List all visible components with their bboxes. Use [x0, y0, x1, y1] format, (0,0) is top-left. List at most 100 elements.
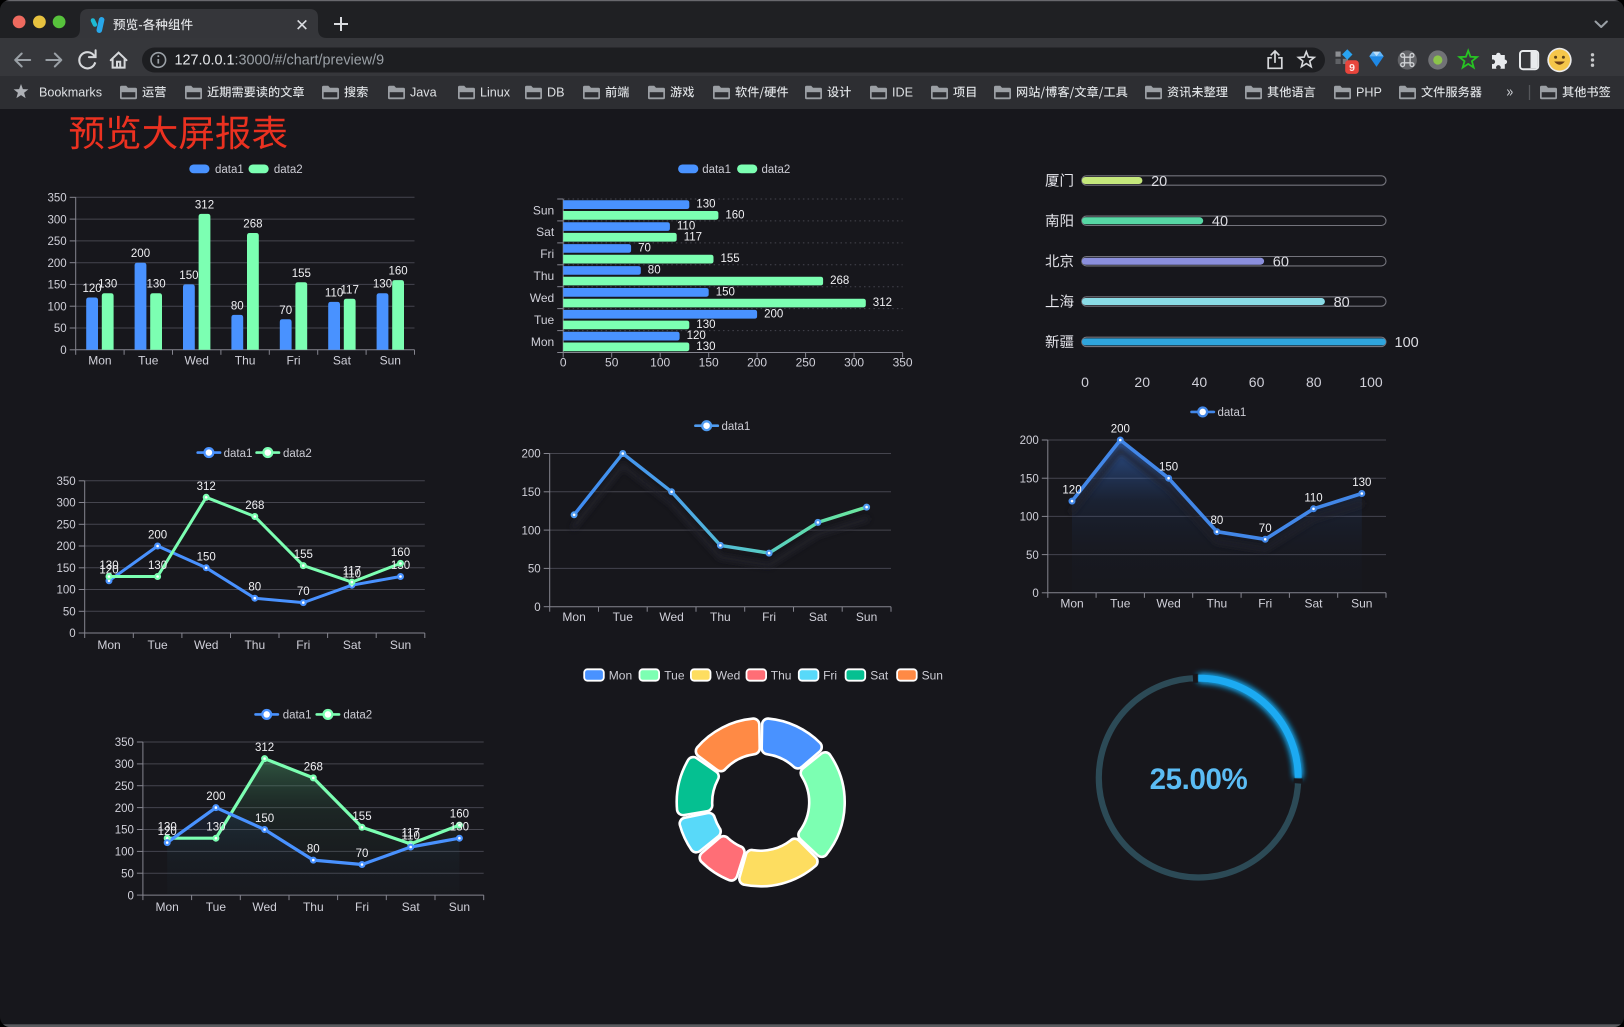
svg-text:350: 350 [57, 476, 76, 488]
svg-text:70: 70 [297, 586, 310, 598]
svg-text:data1: data1 [283, 710, 312, 722]
svg-text:160: 160 [725, 209, 744, 221]
svg-text:110: 110 [343, 569, 361, 581]
svg-text:0: 0 [1032, 588, 1038, 600]
svg-text:Wed: Wed [530, 291, 554, 305]
svg-text:80: 80 [1211, 515, 1224, 527]
svg-text:120: 120 [83, 283, 102, 295]
svg-text:130: 130 [1352, 477, 1371, 489]
svg-text:Mon: Mon [531, 335, 554, 349]
svg-text:300: 300 [115, 759, 134, 771]
svg-text:20: 20 [1134, 374, 1150, 390]
svg-text:Wed: Wed [194, 638, 218, 652]
svg-text:120: 120 [687, 330, 706, 342]
svg-text:200: 200 [764, 308, 783, 320]
svg-text:0: 0 [560, 356, 567, 370]
svg-text:127.0.0.1:3000/#/chart/preview: 127.0.0.1:3000/#/chart/preview/9 [175, 53, 385, 69]
svg-text:PHP: PHP [1356, 86, 1382, 100]
svg-text:70: 70 [1259, 523, 1272, 535]
svg-text:Bookmarks: Bookmarks [39, 86, 102, 100]
svg-text:Fri: Fri [762, 610, 776, 624]
svg-text:250: 250 [796, 356, 816, 370]
svg-text:110: 110 [325, 287, 343, 299]
svg-text:200: 200 [57, 541, 76, 553]
svg-text:350: 350 [48, 193, 67, 205]
svg-text:150: 150 [716, 286, 735, 298]
svg-text:150: 150 [48, 280, 67, 292]
svg-text:Thu: Thu [303, 900, 324, 914]
svg-text:200: 200 [206, 791, 225, 803]
svg-text:Sat: Sat [809, 610, 828, 624]
svg-text:130: 130 [148, 560, 167, 572]
svg-text:Sat: Sat [1304, 596, 1323, 610]
svg-text:70: 70 [638, 243, 651, 255]
svg-text:300: 300 [844, 356, 864, 370]
svg-text:155: 155 [721, 253, 740, 265]
svg-text:Thu: Thu [235, 353, 256, 367]
svg-text:300: 300 [57, 498, 76, 510]
svg-text:150: 150 [57, 563, 76, 575]
svg-text:117: 117 [402, 827, 420, 839]
svg-text:130: 130 [696, 341, 715, 353]
svg-text:50: 50 [54, 323, 67, 335]
svg-text:Linux: Linux [480, 86, 511, 100]
svg-text:Fri: Fri [287, 353, 301, 367]
svg-text:120: 120 [99, 564, 118, 576]
svg-text:25.00%: 25.00% [1150, 763, 1248, 796]
svg-text:130: 130 [206, 822, 225, 834]
svg-text:Sun: Sun [449, 900, 470, 914]
svg-text:20: 20 [1151, 174, 1167, 190]
svg-text:200: 200 [48, 258, 67, 270]
svg-text:130: 130 [99, 560, 118, 572]
svg-text:200: 200 [1111, 424, 1130, 436]
svg-text:Mon: Mon [97, 638, 120, 652]
svg-text:80: 80 [231, 300, 244, 312]
svg-text:0: 0 [127, 890, 133, 902]
svg-text:Sun: Sun [856, 610, 877, 624]
svg-text:110: 110 [1304, 492, 1322, 504]
svg-text:80: 80 [248, 582, 261, 594]
svg-text:150: 150 [197, 551, 216, 563]
svg-text:Sat: Sat [343, 638, 362, 652]
svg-text:150: 150 [1020, 473, 1039, 485]
svg-text:Thu: Thu [1207, 596, 1228, 610]
svg-text:130: 130 [450, 822, 469, 834]
svg-text:Mon: Mon [1060, 596, 1083, 610]
svg-text:250: 250 [48, 236, 67, 248]
svg-text:0: 0 [1081, 374, 1089, 390]
svg-text:Thu: Thu [710, 610, 731, 624]
svg-text:9: 9 [1349, 62, 1355, 74]
svg-text:Tue: Tue [613, 610, 634, 624]
svg-text:155: 155 [352, 811, 371, 823]
svg-text:100: 100 [1359, 374, 1383, 390]
svg-text:110: 110 [677, 221, 695, 233]
svg-text:Wed: Wed [252, 900, 276, 914]
svg-text:Sun: Sun [390, 638, 411, 652]
svg-text:40: 40 [1212, 214, 1228, 230]
svg-text:312: 312 [873, 297, 892, 309]
svg-text:Sun: Sun [1351, 596, 1372, 610]
svg-text:data2: data2 [283, 448, 312, 460]
svg-text:70: 70 [279, 305, 292, 317]
svg-text:Wed: Wed [184, 353, 208, 367]
svg-text:120: 120 [1062, 485, 1081, 497]
svg-text:200: 200 [522, 449, 541, 461]
svg-text:130: 130 [158, 822, 177, 834]
svg-text:60: 60 [1273, 255, 1289, 271]
svg-text:350: 350 [115, 737, 134, 749]
svg-text:data1: data1 [224, 448, 253, 460]
svg-text:300: 300 [48, 214, 67, 226]
svg-text:200: 200 [747, 356, 767, 370]
svg-text:data1: data1 [215, 164, 244, 176]
svg-text:200: 200 [115, 803, 134, 815]
svg-text:100: 100 [115, 847, 134, 859]
svg-text:Wed: Wed [659, 610, 683, 624]
svg-text:100: 100 [57, 585, 76, 597]
svg-text:Thu: Thu [244, 638, 265, 652]
svg-text:250: 250 [115, 781, 134, 793]
svg-text:150: 150 [115, 825, 134, 837]
svg-text:data2: data2 [274, 164, 303, 176]
svg-text:Tue: Tue [664, 668, 685, 682]
svg-text:data1: data1 [1218, 407, 1247, 419]
svg-text:Sat: Sat [536, 225, 555, 239]
